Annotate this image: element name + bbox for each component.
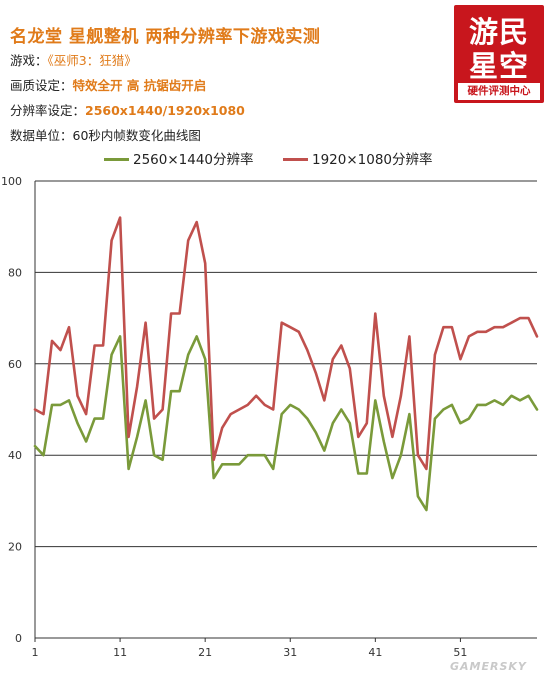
info-resolution: 分辨率设定：2560x1440/1920x1080	[10, 100, 245, 119]
info-unit: 数据单位：60秒内帧数变化曲线图	[10, 125, 201, 144]
game-label: 游戏：	[10, 53, 48, 68]
y-tick-label-60: 60	[8, 358, 22, 371]
y-tick-label-80: 80	[8, 266, 22, 279]
logo-line-2: 星空	[468, 49, 529, 83]
watermark: GAMERSKY	[450, 660, 527, 673]
legend-label-1920: 1920×1080分辨率	[312, 152, 433, 168]
x-tick-label-21: 21	[198, 646, 212, 659]
x-tick-label-11: 11	[113, 646, 127, 659]
unit-label: 数据单位：	[10, 128, 73, 143]
gamersky-logo: 游民 星空 硬件评测中心	[454, 5, 544, 103]
y-tick-label-20: 20	[8, 541, 22, 554]
logo-line-1: 游民	[468, 15, 529, 49]
y-tick-label-100: 100	[1, 175, 22, 188]
legend-swatch-2560	[104, 157, 129, 161]
resolution-label: 分辨率设定：	[10, 103, 86, 118]
legend-item-2560: 2560×1440分辨率	[104, 148, 254, 168]
series-line-1	[33, 216, 539, 471]
y-tick-label-0: 0	[15, 632, 22, 645]
quality-value: 特效全开 高 抗锯齿开启	[72, 78, 207, 93]
info-game: 游戏：《巫师3：狂猎》	[10, 50, 137, 69]
x-tick-label-31: 31	[283, 646, 297, 659]
series-line-0	[33, 335, 539, 512]
page-title: 名龙堂 星舰整机 两种分辨率下游戏实测	[10, 27, 321, 47]
info-quality: 画质设定：特效全开 高 抗锯齿开启	[10, 75, 206, 94]
unit-value: 60秒内帧数变化曲线图	[72, 128, 201, 143]
logo-line-3: 硬件评测中心	[458, 83, 540, 100]
legend-swatch-1920	[283, 157, 308, 161]
resolution-value: 2560x1440/1920x1080	[85, 103, 245, 118]
x-tick-label-1: 1	[32, 646, 39, 659]
y-tick-label-40: 40	[8, 449, 22, 462]
legend-item-1920: 1920×1080分辨率	[283, 148, 433, 168]
game-value: 《巫师3：狂猎》	[47, 53, 137, 68]
legend-label-2560: 2560×1440分辨率	[133, 152, 254, 168]
quality-label: 画质设定：	[10, 78, 73, 93]
x-tick-label-51: 51	[453, 646, 467, 659]
x-tick-label-41: 41	[368, 646, 382, 659]
